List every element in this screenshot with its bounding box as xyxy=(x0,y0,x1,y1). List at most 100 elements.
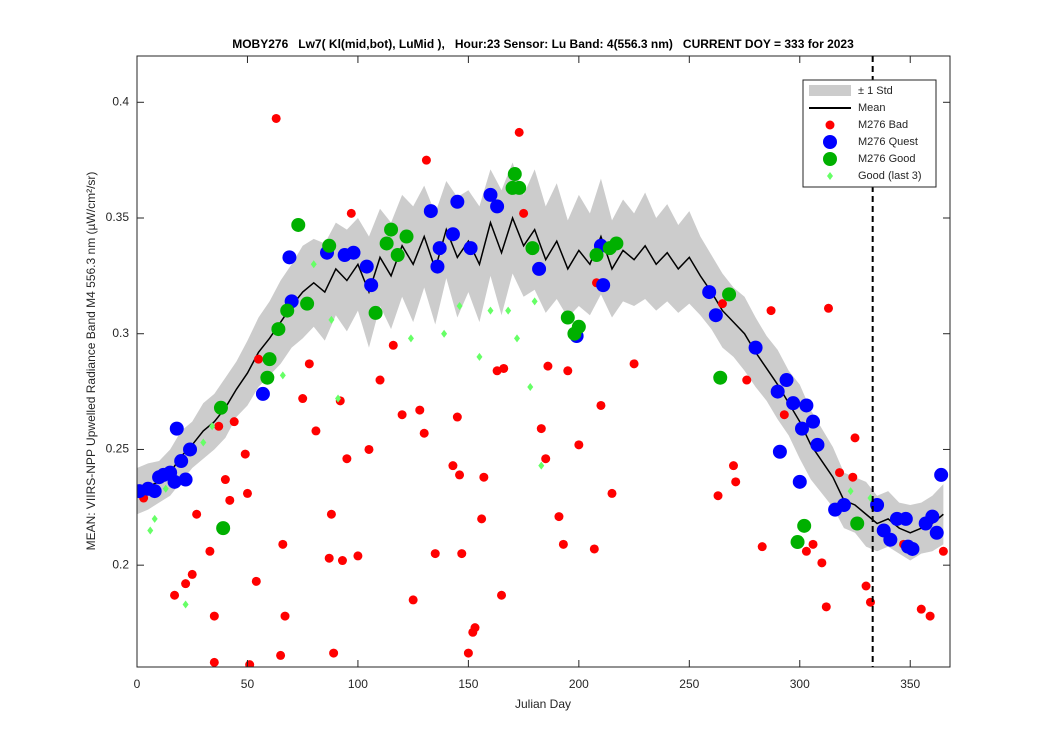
point xyxy=(563,366,573,376)
point xyxy=(543,361,553,371)
point xyxy=(463,241,478,256)
point xyxy=(254,354,264,364)
point xyxy=(883,532,898,547)
point xyxy=(421,155,431,165)
point xyxy=(379,236,394,251)
point xyxy=(497,590,507,600)
point xyxy=(525,241,540,256)
x-tick-label: 50 xyxy=(241,677,255,691)
point xyxy=(255,386,270,401)
y-tick-label: 0.2 xyxy=(112,557,129,571)
point xyxy=(766,306,776,316)
legend-swatch xyxy=(809,85,851,96)
point xyxy=(390,248,405,263)
point xyxy=(925,509,940,524)
point xyxy=(225,495,235,505)
x-tick-label: 200 xyxy=(569,677,589,691)
point xyxy=(167,474,182,489)
point xyxy=(487,306,494,315)
point xyxy=(512,180,527,195)
point xyxy=(304,359,314,369)
point xyxy=(541,454,551,464)
point xyxy=(368,305,383,320)
point xyxy=(532,261,547,276)
point xyxy=(229,417,239,427)
point xyxy=(329,648,339,658)
point xyxy=(364,444,374,454)
point xyxy=(151,514,158,523)
point xyxy=(337,556,347,566)
point xyxy=(455,470,465,480)
point xyxy=(499,363,509,373)
point xyxy=(514,127,524,137)
point xyxy=(538,461,545,470)
point xyxy=(178,472,193,487)
point xyxy=(147,484,162,499)
point xyxy=(240,449,250,459)
point xyxy=(490,199,505,214)
point xyxy=(441,329,448,338)
axes-box xyxy=(136,55,951,668)
point xyxy=(477,514,487,524)
point xyxy=(713,491,723,501)
point xyxy=(476,352,483,361)
point xyxy=(519,208,529,218)
point xyxy=(311,426,321,436)
point xyxy=(205,546,215,556)
point xyxy=(407,334,414,343)
point xyxy=(847,487,854,496)
point xyxy=(861,581,871,591)
point xyxy=(328,315,335,324)
point xyxy=(817,558,827,568)
point xyxy=(560,310,575,325)
y-tick-label: 0.4 xyxy=(112,94,129,108)
std-band xyxy=(137,162,944,561)
point xyxy=(850,433,860,443)
point xyxy=(324,553,334,563)
legend-swatch xyxy=(823,135,837,149)
point xyxy=(169,421,184,436)
point xyxy=(742,375,752,385)
point xyxy=(280,611,290,621)
point xyxy=(452,412,462,422)
point xyxy=(898,511,913,526)
point xyxy=(589,544,599,554)
point xyxy=(779,373,794,388)
point xyxy=(797,518,812,533)
point xyxy=(364,278,379,293)
point xyxy=(216,521,231,536)
point xyxy=(209,422,216,431)
x-tick-label: 350 xyxy=(900,677,920,691)
point xyxy=(779,410,789,420)
point xyxy=(835,468,845,478)
point xyxy=(346,245,361,260)
point xyxy=(938,546,948,556)
y-axis-label: MEAN: VIIRS-NPP Upwelled Radiance Band M… xyxy=(84,172,98,551)
point xyxy=(183,442,198,457)
point xyxy=(209,657,219,667)
point xyxy=(536,424,546,434)
point xyxy=(430,259,445,274)
point xyxy=(423,204,438,219)
point xyxy=(722,287,737,302)
point xyxy=(609,236,624,251)
point xyxy=(929,525,944,540)
point xyxy=(415,405,425,415)
point xyxy=(507,167,522,182)
point xyxy=(448,461,458,471)
point xyxy=(260,370,275,385)
point xyxy=(322,238,337,253)
legend-box xyxy=(802,79,937,188)
point xyxy=(419,428,429,438)
point xyxy=(182,600,189,609)
point xyxy=(170,590,180,600)
y-tick-label: 0.25 xyxy=(106,442,130,456)
x-tick-label: 100 xyxy=(348,677,368,691)
point xyxy=(214,421,224,431)
x-axis-label: Julian Day xyxy=(515,697,571,711)
point xyxy=(531,297,538,306)
point xyxy=(757,542,767,552)
point xyxy=(574,440,584,450)
x-tick-label: 150 xyxy=(458,677,478,691)
